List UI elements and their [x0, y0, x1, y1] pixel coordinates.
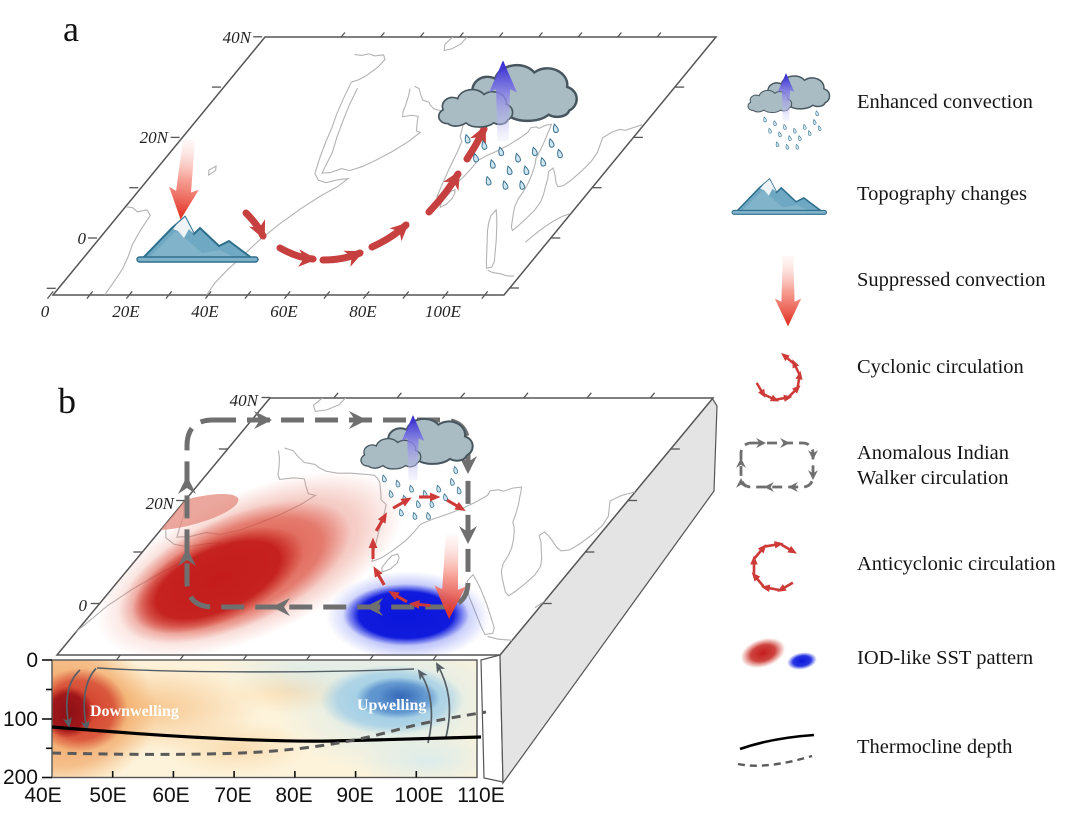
- panel-a-lon-80e: 80E: [349, 302, 377, 321]
- panel-a-lon-0: 0: [41, 302, 50, 321]
- panel-a-lon-40e: 40E: [191, 302, 219, 321]
- cold-sst-core: [343, 584, 469, 646]
- upwelling-label: Upwelling: [357, 697, 426, 714]
- panel-b-lat-0: 0: [79, 596, 88, 615]
- panel-a-lon-100e: 100E: [425, 302, 462, 321]
- thermocline-solid-line: [51, 725, 482, 743]
- legend-label-iod-sst-pattern: IOD-like SST pattern: [857, 647, 1034, 669]
- section-lon-50e: 50E: [89, 784, 126, 807]
- iod-cold-blob: [787, 652, 817, 670]
- section-lon-80e: 80E: [275, 784, 312, 807]
- legend-label-anticyclonic-circulation: Anticyclonic circulation: [857, 553, 1056, 575]
- downwelling-label: Downwelling: [90, 703, 179, 720]
- moisture-flow-arrows: [242, 125, 488, 267]
- warm-sst-core: [132, 526, 304, 634]
- legend-label-cyclonic-circulation: Cyclonic circulation: [857, 356, 1024, 378]
- section-streamlines: [62, 662, 451, 744]
- legend-label-topography-changes: Topography changes: [857, 183, 1027, 205]
- ocean-section: 0 100 200 40E 50E 60E 70E 80E 90E 100E 1…: [3, 649, 505, 807]
- sst-anomalies: [96, 471, 490, 655]
- panel-a-lat-0: 0: [78, 229, 87, 248]
- depth-label-100: 100: [3, 708, 38, 731]
- panel-a: 40N 20N 0 0 20E 40E 60E 80E 100E: [41, 28, 718, 321]
- iod-sst-pattern-icon: [740, 637, 817, 670]
- panel-b-label: b: [58, 381, 76, 421]
- walker-circulation-icon: [736, 438, 818, 492]
- iod-warm-blob: [740, 637, 786, 669]
- panel-a-lat-20n: 20N: [140, 128, 170, 147]
- panel-a-label: a: [63, 9, 79, 49]
- section-ticks: [42, 659, 418, 779]
- legend-label-thermocline-depth: Thermocline depth: [857, 736, 1013, 758]
- section-lon-90e: 90E: [336, 784, 373, 807]
- panel-a-lon-20e: 20E: [112, 302, 140, 321]
- panel-b: 40N 20N 0: [3, 391, 718, 807]
- section-lon-40e: 40E: [24, 784, 61, 807]
- suppressed-convection-icon: [774, 256, 802, 327]
- cyclonic-circulation-icon: [752, 348, 806, 406]
- box-front-right-strip: [480, 654, 504, 783]
- section-lon-60e: 60E: [152, 784, 189, 807]
- thermocline-depth-icon: [737, 733, 815, 767]
- enhanced-convection-icon: [748, 73, 829, 149]
- panel-a-lat-40n: 40N: [223, 28, 253, 47]
- legend-label-enhanced-convection: Enhanced convection: [857, 91, 1033, 113]
- panel-a-lon-60e: 60E: [270, 302, 298, 321]
- anticyclonic-circulation-icon: [747, 538, 801, 597]
- legend-label-suppressed-convection: Suppressed convection: [857, 269, 1046, 291]
- panel-b-axis-ticks: [90, 392, 680, 660]
- section-lon-70e: 70E: [214, 784, 251, 807]
- section-lon-100e: 100E: [394, 784, 443, 807]
- panel-a-axis-ticks: [46, 32, 685, 300]
- panel-b-lat-40n: 40N: [230, 391, 260, 410]
- section-contours: [52, 660, 477, 778]
- depth-label-200: 200: [3, 766, 38, 789]
- thermocline-dashed-line: [51, 710, 487, 756]
- depth-label-0: 0: [26, 649, 38, 672]
- section-lon-110e: 110E: [457, 784, 505, 807]
- legend-icons: [731, 73, 829, 767]
- topography-changes-icon: [731, 178, 828, 216]
- legend-label-walker-circulation: Anomalous Indian Walker circulation: [857, 442, 1010, 489]
- panel-b-lat-20n: 20N: [146, 494, 176, 513]
